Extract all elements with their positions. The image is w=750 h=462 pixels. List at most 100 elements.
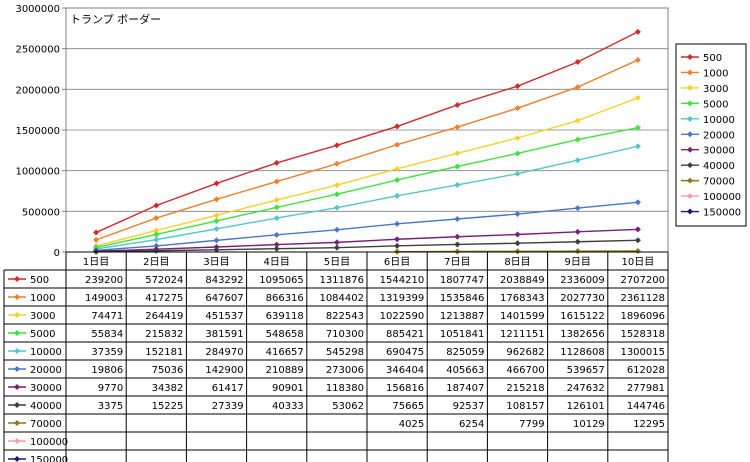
data-point bbox=[394, 176, 401, 183]
chart-title: トランプ ボーダー bbox=[70, 12, 161, 26]
data-point bbox=[213, 225, 220, 232]
data-point bbox=[273, 159, 280, 166]
data-label: 15225 bbox=[152, 401, 184, 412]
data-label: 149003 bbox=[85, 293, 123, 304]
data-label: 381591 bbox=[205, 329, 243, 340]
data-label: 10129 bbox=[573, 419, 605, 430]
data-label: 210889 bbox=[266, 365, 304, 376]
data-label: 647607 bbox=[205, 293, 243, 304]
row-label: 70000 bbox=[30, 419, 62, 430]
data-point bbox=[153, 215, 160, 222]
data-table: 1日目 2日目 3日目 4日目 5日目 6日目 7日目 8日目 9日目 10日目 500 239200… bbox=[3, 251, 669, 462]
data-point bbox=[153, 236, 160, 243]
row-legend-marker bbox=[14, 312, 20, 318]
data-label: 7799 bbox=[519, 419, 544, 430]
data-point bbox=[454, 101, 461, 108]
data-label: 1300015 bbox=[620, 347, 665, 358]
data-label: 273006 bbox=[326, 365, 364, 376]
row-label: 20000 bbox=[30, 365, 62, 376]
data-point bbox=[574, 157, 581, 164]
legend-marker bbox=[687, 193, 693, 200]
row-legend-marker bbox=[14, 402, 20, 408]
data-point bbox=[273, 178, 280, 185]
legend-marker bbox=[687, 115, 693, 122]
row-legend-marker bbox=[14, 348, 20, 354]
data-point bbox=[333, 239, 340, 246]
series-line bbox=[95, 59, 639, 241]
data-point bbox=[394, 123, 401, 130]
data-label: 1535846 bbox=[440, 293, 485, 304]
data-label: 1319399 bbox=[380, 293, 425, 304]
row-legend-marker bbox=[14, 384, 20, 390]
data-label: 1051841 bbox=[440, 329, 485, 340]
data-label: 1382656 bbox=[560, 329, 605, 340]
data-point bbox=[574, 238, 581, 245]
data-label: 690475 bbox=[386, 347, 424, 358]
data-point bbox=[574, 59, 581, 66]
data-point bbox=[634, 56, 641, 63]
data-label: 416657 bbox=[266, 347, 304, 358]
legend-label: 5000 bbox=[703, 99, 728, 110]
data-label: 1084402 bbox=[319, 293, 364, 304]
data-point bbox=[514, 135, 521, 142]
data-label: 118380 bbox=[326, 383, 364, 394]
row-label: 1000 bbox=[30, 293, 55, 304]
data-point bbox=[634, 94, 641, 101]
data-point bbox=[574, 228, 581, 235]
data-label: 2336009 bbox=[560, 275, 605, 286]
data-point bbox=[394, 242, 401, 249]
legend-marker bbox=[687, 146, 693, 153]
row-label: 500 bbox=[30, 275, 49, 286]
data-label: 9770 bbox=[98, 383, 123, 394]
category-label: 2日目 bbox=[143, 257, 169, 268]
data-point bbox=[634, 28, 641, 35]
data-label: 277981 bbox=[627, 383, 665, 394]
y-tick-label: 2000000 bbox=[15, 85, 60, 96]
series-line bbox=[96, 228, 638, 252]
plot-area: 0 500000 1000000 1500000 2000000 2500000 30000… bbox=[15, 4, 669, 259]
row-legend-marker bbox=[14, 330, 20, 336]
data-point bbox=[454, 124, 461, 131]
data-point bbox=[213, 212, 220, 219]
category-label: 4日目 bbox=[264, 257, 290, 268]
row-legend-marker bbox=[14, 420, 20, 426]
data-point bbox=[454, 248, 461, 255]
data-point bbox=[454, 163, 461, 170]
row-legend-marker bbox=[14, 366, 20, 372]
data-label: 1211151 bbox=[500, 329, 545, 340]
data-label: 12295 bbox=[633, 419, 665, 430]
data-label: 264419 bbox=[145, 311, 183, 322]
legend-marker bbox=[687, 177, 693, 184]
data-label: 239200 bbox=[85, 275, 123, 286]
y-tick-label: 1000000 bbox=[15, 167, 60, 178]
legend-marker bbox=[687, 162, 693, 169]
data-point bbox=[514, 105, 521, 112]
category-label: 8日目 bbox=[504, 257, 530, 268]
y-tick-label: 1500000 bbox=[15, 126, 60, 137]
data-point bbox=[273, 245, 280, 252]
legend-marker bbox=[687, 100, 693, 107]
data-label: 1311876 bbox=[319, 275, 364, 286]
data-label: 405663 bbox=[446, 365, 484, 376]
data-label: 822543 bbox=[326, 311, 364, 322]
data-label: 2361128 bbox=[620, 293, 665, 304]
data-point bbox=[153, 202, 160, 209]
legend-marker bbox=[687, 54, 693, 60]
data-point bbox=[273, 197, 280, 204]
category-label: 9日目 bbox=[565, 257, 591, 268]
legend-label: 40000 bbox=[703, 161, 735, 172]
data-label: 156816 bbox=[386, 383, 424, 394]
data-label: 40333 bbox=[272, 401, 304, 412]
data-point bbox=[514, 150, 521, 157]
legend-label: 100000 bbox=[703, 192, 741, 203]
data-label: 90901 bbox=[272, 383, 304, 394]
series-10000 bbox=[93, 143, 641, 252]
legend-label: 10000 bbox=[703, 115, 735, 126]
category-label: 6日目 bbox=[384, 257, 410, 268]
data-label: 545298 bbox=[326, 347, 364, 358]
data-point bbox=[634, 124, 641, 131]
row-label: 40000 bbox=[30, 401, 62, 412]
data-point bbox=[574, 84, 581, 91]
y-tick-label: 3000000 bbox=[15, 4, 60, 15]
